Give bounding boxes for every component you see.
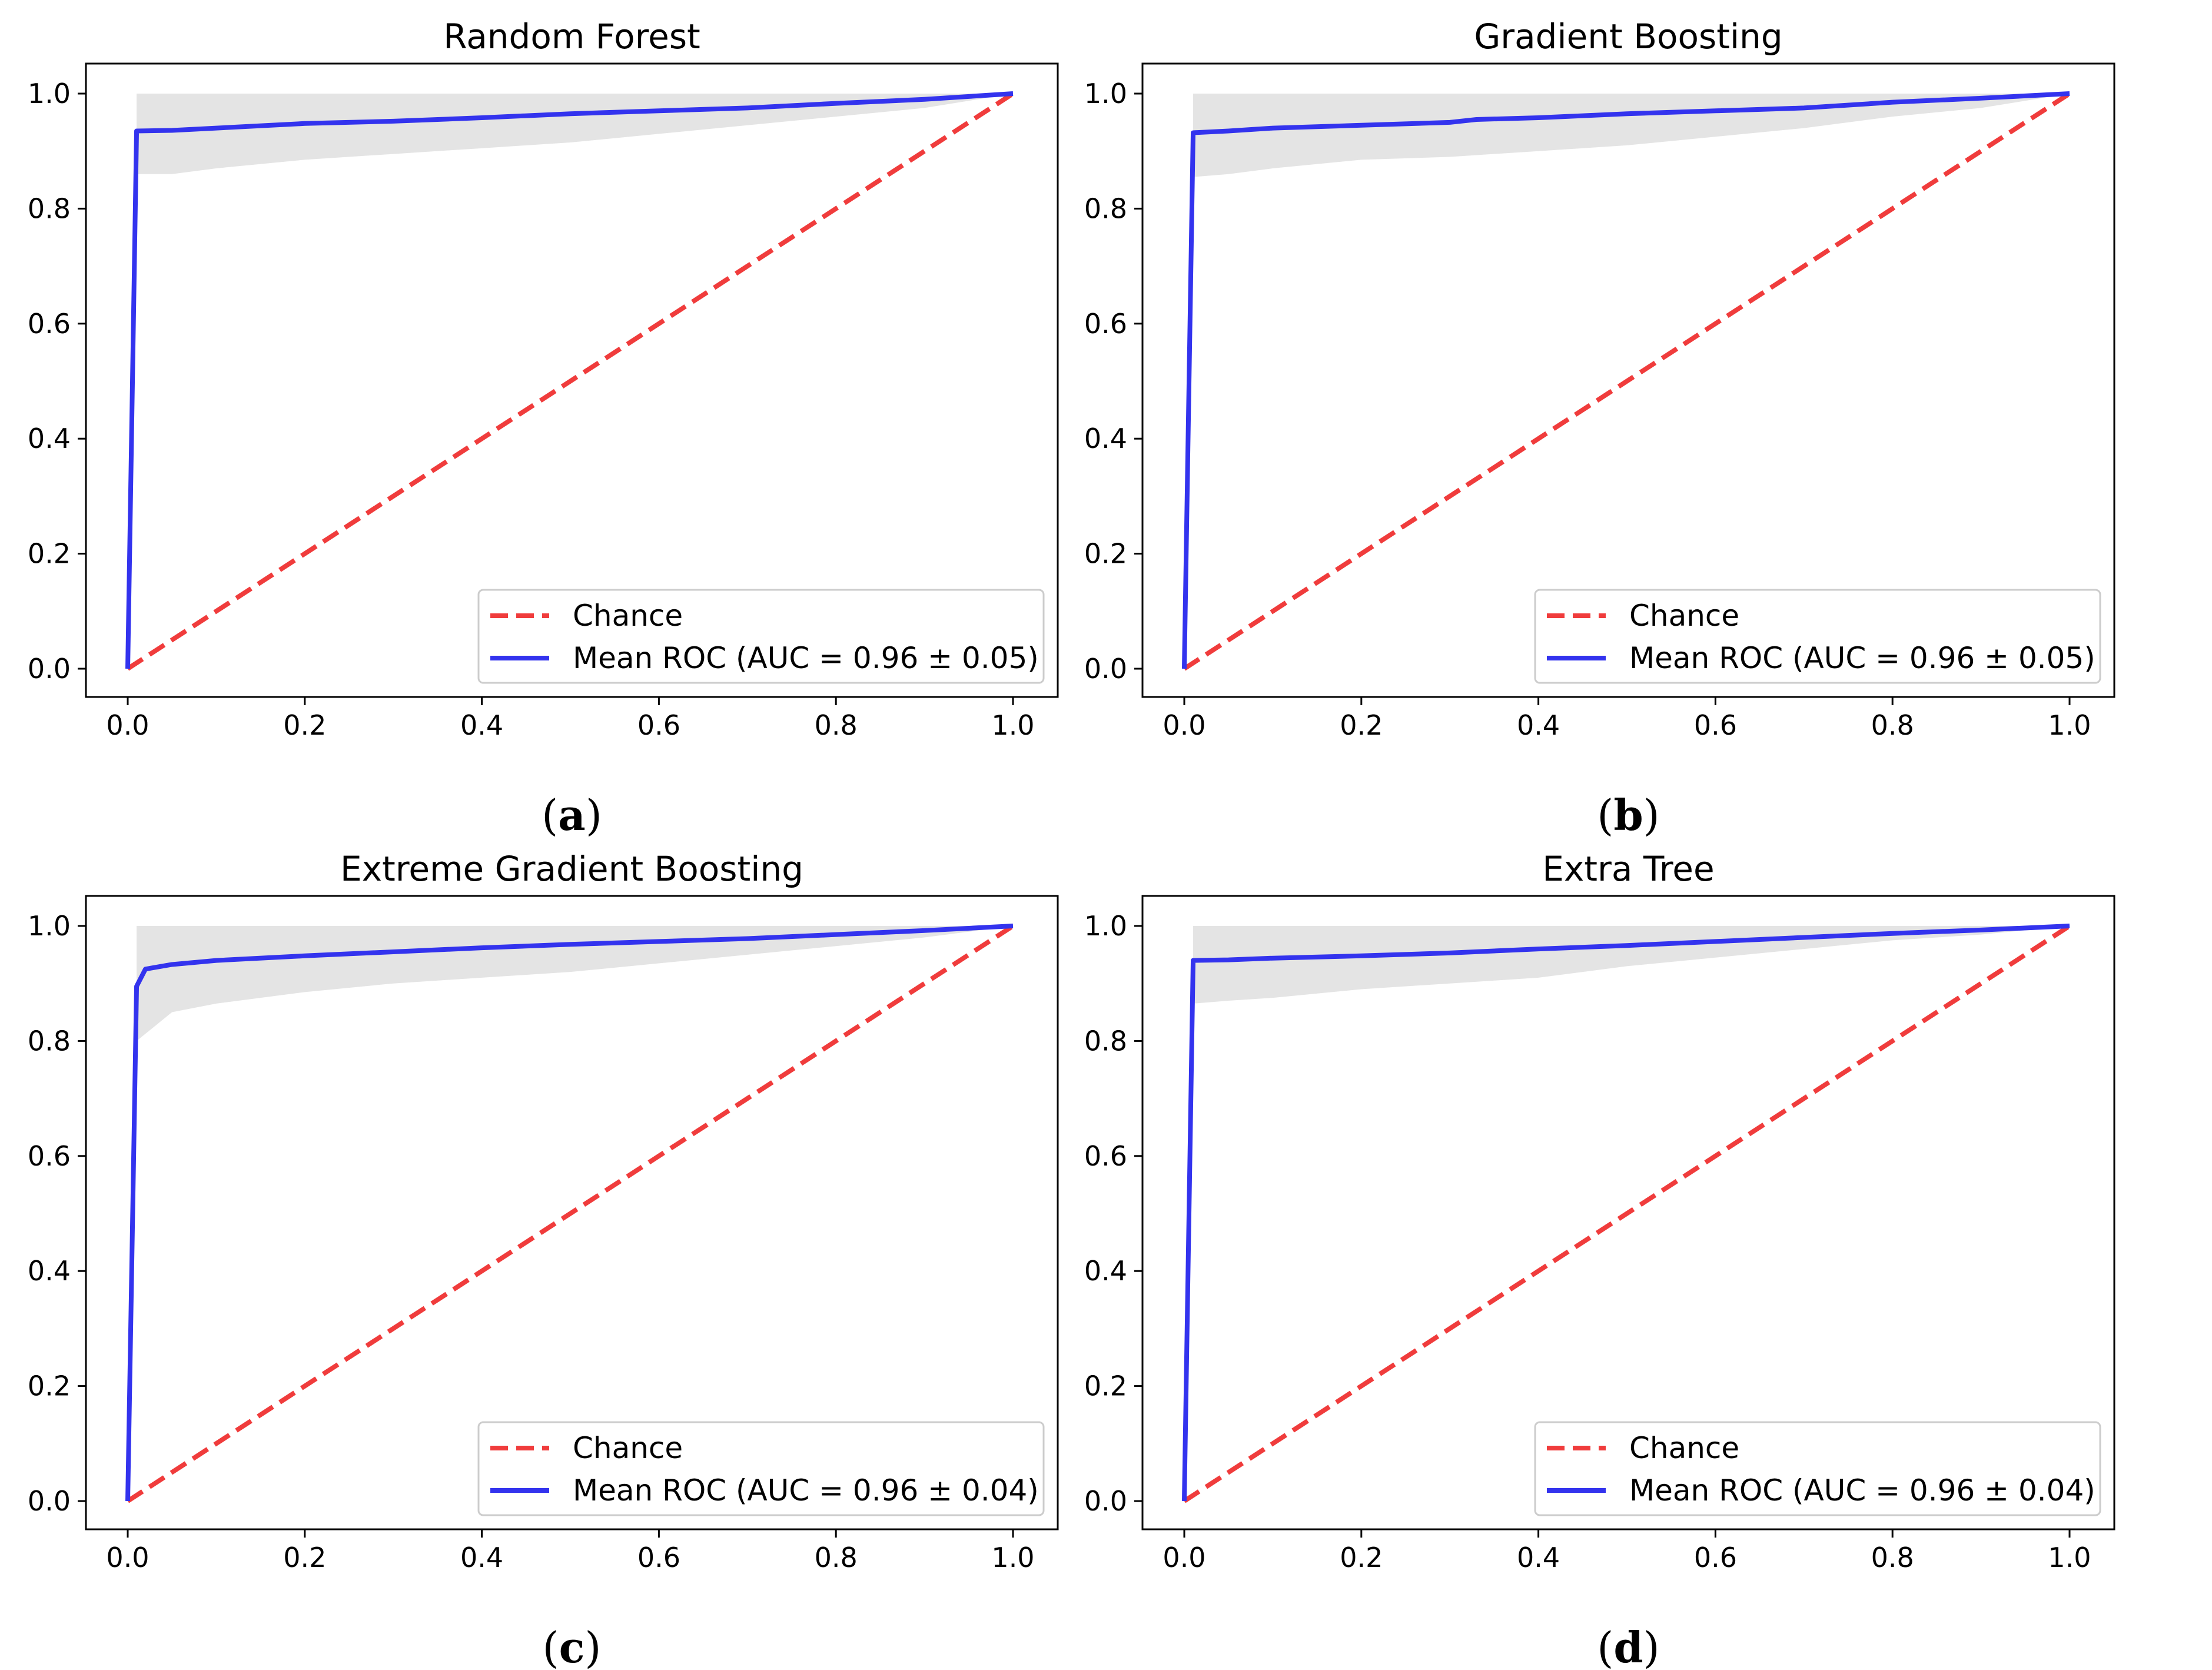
- legend: Chance Mean ROC (AUC = 0.96 ± 0.04): [477, 1421, 1045, 1516]
- y-tick-label: 1.0: [1084, 910, 1127, 942]
- y-tick-label: 0.0: [1084, 653, 1127, 685]
- axes-frame: [1141, 895, 2115, 1530]
- y-tick-label: 0.4: [1084, 1255, 1127, 1287]
- chance-line: [1183, 91, 2071, 671]
- panel-caption: (a): [542, 790, 602, 840]
- x-tick-label: 0.8: [815, 1542, 858, 1573]
- y-tick-label: 0.4: [28, 1255, 71, 1287]
- legend-box: [1534, 589, 2101, 684]
- legend-box: [477, 1421, 1045, 1516]
- legend-entry: Mean ROC (AUC = 0.96 ± 0.04): [573, 1473, 1039, 1508]
- panel-caption: (b): [1597, 790, 1660, 840]
- chart-title: Extra Tree: [1542, 849, 1714, 889]
- legend-box: [1534, 1421, 2101, 1516]
- chart-panel-d: 0.0 0.2 0.4 0.6 0.8 1.0 0.0 0.2 0.4 0.6 0.8 1.0 Extr…: [1084, 849, 2115, 1670]
- legend: Chance Mean ROC (AUC = 0.96 ± 0.04): [1534, 1421, 2101, 1516]
- axes-frame: [85, 895, 1059, 1530]
- x-tick-label: 0.8: [1871, 709, 1914, 741]
- x-tick-label: 0.4: [1517, 709, 1560, 741]
- roc-std-band: [137, 94, 1013, 174]
- x-tick-label: 0.6: [637, 709, 680, 741]
- y-tick-label: 0.6: [28, 308, 71, 340]
- y-tick-label: 1.0: [28, 910, 71, 942]
- x-tick-label: 0.6: [1694, 709, 1737, 741]
- x-tick-label: 1.0: [2048, 709, 2091, 741]
- x-tick-label: 0.8: [1871, 1542, 1914, 1573]
- y-tick-label: 0.2: [28, 538, 71, 570]
- chart-panel-a: 0.0 0.2 0.4 0.6 0.8 1.0 0.0 0.2 0.4 0.6 0.8 1.0 Rand…: [28, 16, 1059, 840]
- y-tick-label: 0.0: [28, 653, 71, 685]
- x-tick-label: 0.4: [460, 1542, 503, 1573]
- chance-line: [126, 91, 1015, 671]
- y-tick-label: 0.2: [1084, 538, 1127, 570]
- axes-frame: [1141, 62, 2115, 698]
- legend: Chance Mean ROC (AUC = 0.96 ± 0.05): [477, 589, 1045, 684]
- panel-caption: (c): [542, 1622, 601, 1670]
- axes-frame: [85, 62, 1059, 698]
- x-tick-label: 0.4: [1517, 1542, 1560, 1573]
- y-tick-label: 0.2: [1084, 1370, 1127, 1402]
- x-tick-label: 0.0: [106, 1542, 149, 1573]
- y-tick-label: 0.4: [28, 423, 71, 454]
- panel-caption: (d): [1597, 1622, 1660, 1670]
- chart-panel-c: 0.0 0.2 0.4 0.6 0.8 1.0 0.0 0.2 0.4 0.6 0.8 1.0 Extr…: [28, 849, 1059, 1670]
- x-tick-label: 0.0: [1163, 1542, 1205, 1573]
- y-tick-label: 0.6: [1084, 1140, 1127, 1172]
- legend-entry: Chance: [1629, 599, 1739, 633]
- chance-line: [126, 924, 1015, 1503]
- y-tick-label: 1.0: [28, 78, 71, 109]
- legend-entry: Chance: [573, 599, 683, 633]
- x-tick-label: 0.2: [283, 709, 326, 741]
- x-tick-label: 0.2: [1340, 1542, 1383, 1573]
- legend-entry: Mean ROC (AUC = 0.96 ± 0.05): [1629, 641, 2095, 675]
- legend-box: [477, 589, 1045, 684]
- x-tick-label: 0.2: [1340, 709, 1383, 741]
- y-tick-label: 0.6: [1084, 308, 1127, 340]
- x-tick-label: 1.0: [991, 1542, 1034, 1573]
- roc-std-band: [1193, 94, 2070, 177]
- chance-line: [1183, 924, 2071, 1503]
- chart-title: Gradient Boosting: [1474, 16, 1782, 57]
- mean-roc-line: [125, 91, 1014, 669]
- y-tick-label: 0.2: [28, 1370, 71, 1402]
- x-tick-label: 0.4: [460, 709, 503, 741]
- mean-roc-line: [1182, 91, 2070, 669]
- mean-roc-line: [125, 924, 1014, 1502]
- x-tick-label: 0.0: [1163, 709, 1205, 741]
- y-tick-label: 0.4: [1084, 423, 1127, 454]
- roc-std-band: [1193, 926, 2070, 1004]
- x-tick-label: 0.6: [1694, 1542, 1737, 1573]
- y-tick-label: 0.0: [28, 1485, 71, 1517]
- x-tick-label: 0.0: [106, 709, 149, 741]
- chart-title: Extreme Gradient Boosting: [340, 849, 803, 889]
- x-tick-label: 1.0: [991, 709, 1034, 741]
- y-tick-label: 0.8: [28, 192, 71, 224]
- y-tick-label: 0.6: [28, 1140, 71, 1172]
- x-tick-label: 0.8: [815, 709, 858, 741]
- y-tick-label: 0.8: [28, 1025, 71, 1057]
- legend: Chance Mean ROC (AUC = 0.96 ± 0.05): [1534, 589, 2101, 684]
- chart-panel-b: 0.0 0.2 0.4 0.6 0.8 1.0 0.0 0.2 0.4 0.6 0.8 1.0 Grad…: [1084, 16, 2115, 840]
- x-tick-label: 0.2: [283, 1542, 326, 1573]
- mean-roc-line: [1182, 924, 2070, 1502]
- legend-entry: Chance: [573, 1431, 683, 1465]
- legend-entry: Chance: [1629, 1431, 1739, 1465]
- chart-title: Random Forest: [443, 16, 700, 57]
- y-tick-label: 1.0: [1084, 78, 1127, 109]
- y-tick-label: 0.8: [1084, 1025, 1127, 1057]
- legend-entry: Mean ROC (AUC = 0.96 ± 0.04): [1629, 1473, 2095, 1508]
- x-tick-label: 1.0: [2048, 1542, 2091, 1573]
- y-tick-label: 0.8: [1084, 192, 1127, 224]
- y-tick-label: 0.0: [1084, 1485, 1127, 1517]
- x-tick-label: 0.6: [637, 1542, 680, 1573]
- legend-entry: Mean ROC (AUC = 0.96 ± 0.05): [573, 641, 1039, 675]
